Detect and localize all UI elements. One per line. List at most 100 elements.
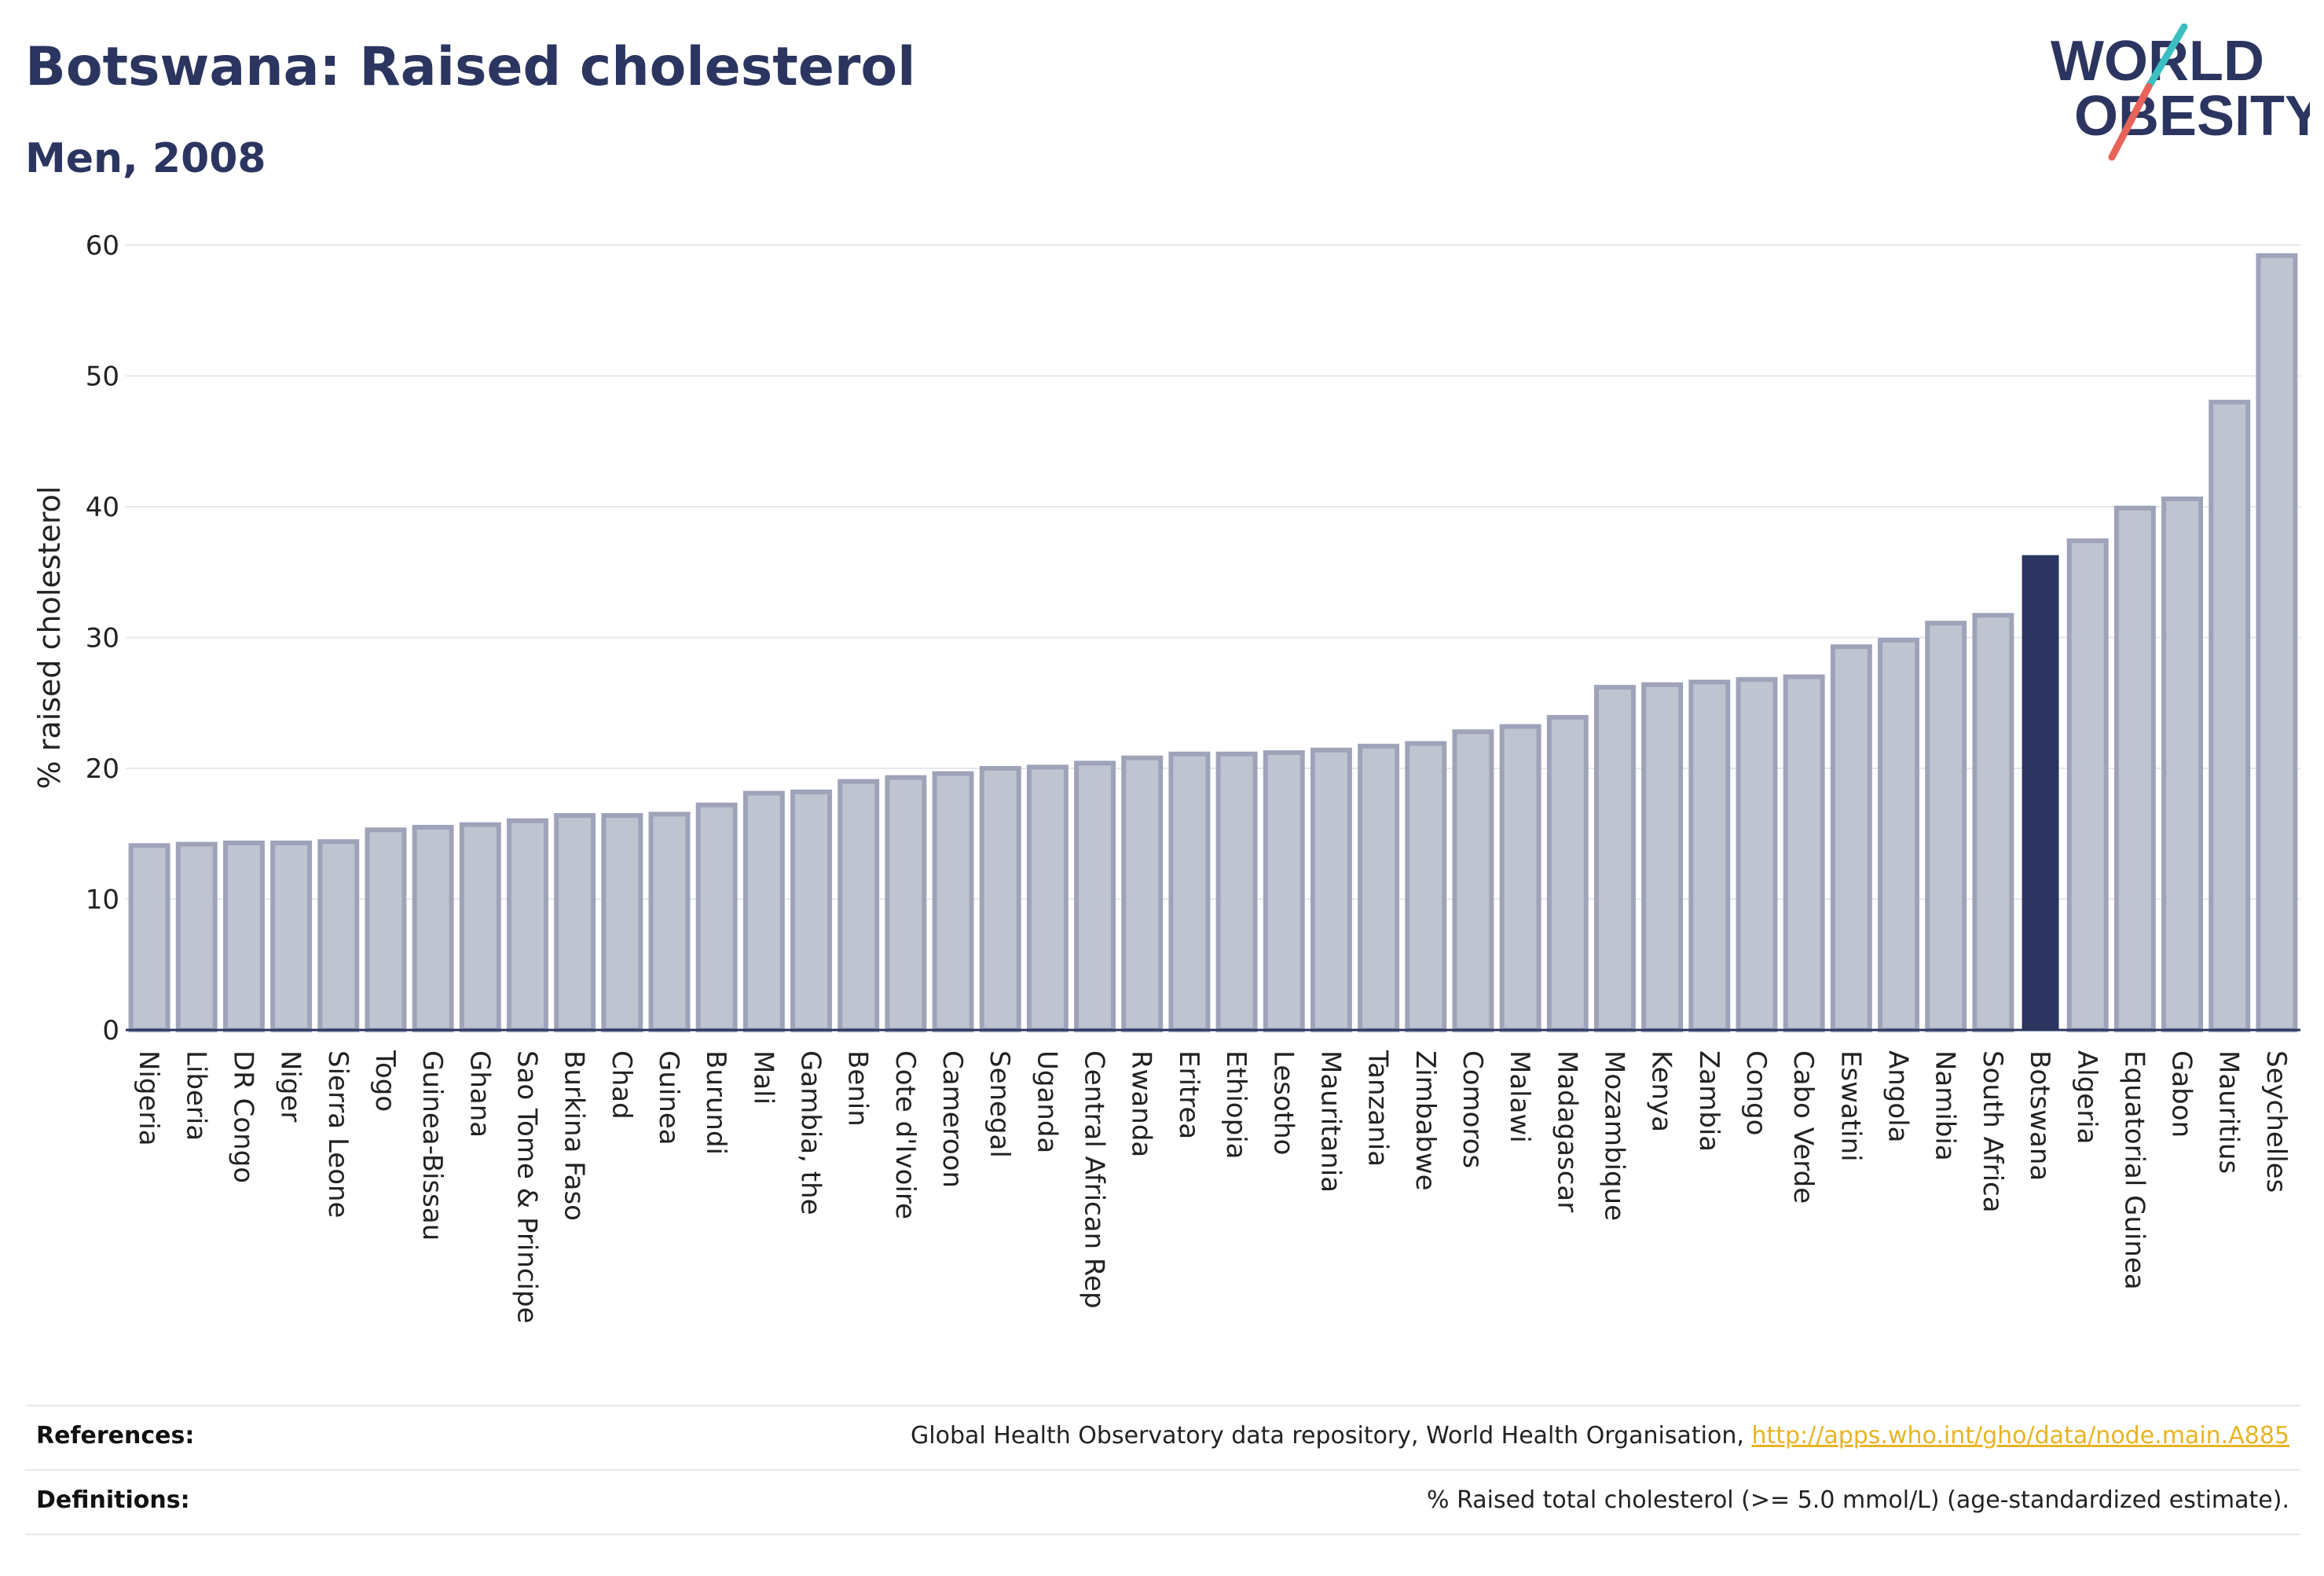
bar — [507, 818, 548, 1032]
bar — [2113, 505, 2156, 1032]
x-tick-label: Sierra Leone — [322, 1050, 354, 1218]
logo-line2: OBESITY — [2074, 85, 2310, 148]
x-tick-label: Eswatini — [1835, 1050, 1866, 1162]
x-tick-label: Namibia — [1930, 1050, 1961, 1161]
bar — [742, 790, 785, 1032]
logo-line1: WORLD — [2051, 30, 2264, 93]
bar — [1594, 684, 1636, 1033]
references-label: References: — [36, 1422, 195, 1450]
x-tick-label: Benin — [842, 1050, 874, 1127]
x-tick-label: Zambia — [1693, 1050, 1725, 1152]
bar — [1688, 680, 1731, 1032]
x-tick-label: Equatorial Guinea — [2118, 1050, 2150, 1290]
x-tick-label: Ethiopia — [1220, 1050, 1252, 1159]
bar — [1878, 637, 1919, 1033]
x-tick-label: Liberia — [180, 1050, 211, 1141]
x-tick-label: Madagascar — [1551, 1050, 1582, 1212]
y-tick-label: 60 — [86, 230, 119, 262]
bar-highlight — [2022, 555, 2059, 1030]
x-tick-label: Cote d'Ivoire — [889, 1050, 921, 1219]
bar — [2256, 253, 2298, 1032]
x-tick-label: Lesotho — [1267, 1050, 1299, 1155]
bar — [1310, 747, 1352, 1032]
y-tick-label: 30 — [86, 623, 119, 654]
x-tick-label: Mauritania — [1314, 1050, 1346, 1193]
x-tick-label: Eritrea — [1173, 1050, 1204, 1139]
bar — [1358, 743, 1400, 1032]
bar — [1736, 676, 1778, 1033]
bar — [459, 822, 501, 1032]
definitions-text: % Raised total cholesterol (>= 5.0 mmol/… — [1427, 1486, 2289, 1514]
definitions-row: Definitions: % Raised total cholesterol … — [25, 1469, 2300, 1535]
x-tick-label: Malawi — [1504, 1050, 1535, 1143]
x-tick-label: Cabo Verde — [1787, 1050, 1819, 1204]
bar — [270, 840, 313, 1033]
references-text: Global Health Observatory data repositor… — [911, 1422, 1752, 1450]
bar — [1972, 613, 2014, 1032]
bar — [1499, 724, 1541, 1032]
bar — [1168, 751, 1211, 1032]
bar — [1925, 621, 1967, 1032]
bar — [1452, 729, 1494, 1032]
y-tick-label: 0 — [102, 1015, 119, 1046]
x-tick-label: Mali — [747, 1050, 779, 1105]
x-tick-label: Senegal — [984, 1050, 1015, 1158]
x-tick-label: Central African Rep — [1079, 1050, 1110, 1309]
bar — [2161, 497, 2204, 1032]
bar — [1546, 715, 1589, 1032]
references-link[interactable]: http://apps.who.int/gho/data/node.main.A… — [1751, 1422, 2289, 1450]
chart-subtitle: Men, 2008 — [25, 135, 266, 182]
x-tick-label: Gambia, the — [795, 1050, 827, 1215]
bar — [2209, 399, 2251, 1032]
chart-title: Botswana: Raised cholesterol — [25, 36, 916, 98]
bar — [1641, 682, 1684, 1032]
bar — [838, 779, 880, 1033]
x-tick-label: Comoros — [1457, 1050, 1488, 1168]
bar — [790, 789, 832, 1032]
bar — [554, 812, 596, 1032]
bar — [1026, 764, 1069, 1033]
bar — [128, 843, 170, 1032]
x-tick-label: Niger — [275, 1050, 306, 1122]
x-tick-label: Nigeria — [133, 1050, 164, 1146]
x-tick-label: Mozambique — [1598, 1050, 1629, 1221]
x-tick-label: Zimbabwe — [1409, 1050, 1441, 1191]
x-tick-label: Gabon — [2166, 1050, 2198, 1138]
bar — [412, 824, 454, 1033]
bar — [1074, 761, 1116, 1033]
bar — [1215, 751, 1258, 1032]
x-tick-label: Algeria — [2071, 1050, 2102, 1144]
references-row: References: Global Health Observatory da… — [25, 1405, 2300, 1471]
bar — [365, 827, 407, 1032]
bar — [1783, 674, 1825, 1032]
bar — [1263, 750, 1305, 1033]
x-tick-label: Mauritius — [2213, 1050, 2245, 1174]
x-tick-label: Botswana — [2024, 1050, 2055, 1181]
y-tick-label: 40 — [86, 492, 119, 523]
x-tick-label: Rwanda — [1126, 1050, 1157, 1157]
x-tick-label: Angola — [1882, 1050, 1914, 1142]
bar — [1830, 644, 1872, 1033]
x-tick-label: South Africa — [1977, 1050, 2008, 1213]
world-obesity-logo: WORLD OBESITY — [2051, 24, 2310, 161]
x-tick-label: Togo — [369, 1050, 401, 1112]
x-tick-label: Chad — [606, 1050, 637, 1120]
y-tick-label: 20 — [86, 753, 119, 785]
y-tick-label: 10 — [86, 885, 119, 916]
x-tick-label: Tanzania — [1362, 1050, 1394, 1167]
x-tick-label: DR Congo — [227, 1050, 258, 1183]
bar — [695, 802, 738, 1032]
x-tick-label: Sao Tome & Principe — [511, 1050, 542, 1324]
bar — [1405, 741, 1447, 1032]
logo-slash-red — [2108, 82, 2153, 161]
logo-slash-teal — [2145, 24, 2188, 90]
bar — [979, 766, 1021, 1032]
x-tick-label: Ghana — [464, 1050, 495, 1138]
definitions-label: Definitions: — [36, 1486, 190, 1514]
x-tick-label: Congo — [1740, 1050, 1772, 1135]
bar — [317, 839, 360, 1032]
y-axis-title: % raised cholesterol — [32, 486, 67, 790]
bar — [932, 771, 974, 1032]
bar — [1121, 755, 1164, 1032]
x-tick-label: Uganda — [1031, 1050, 1062, 1153]
